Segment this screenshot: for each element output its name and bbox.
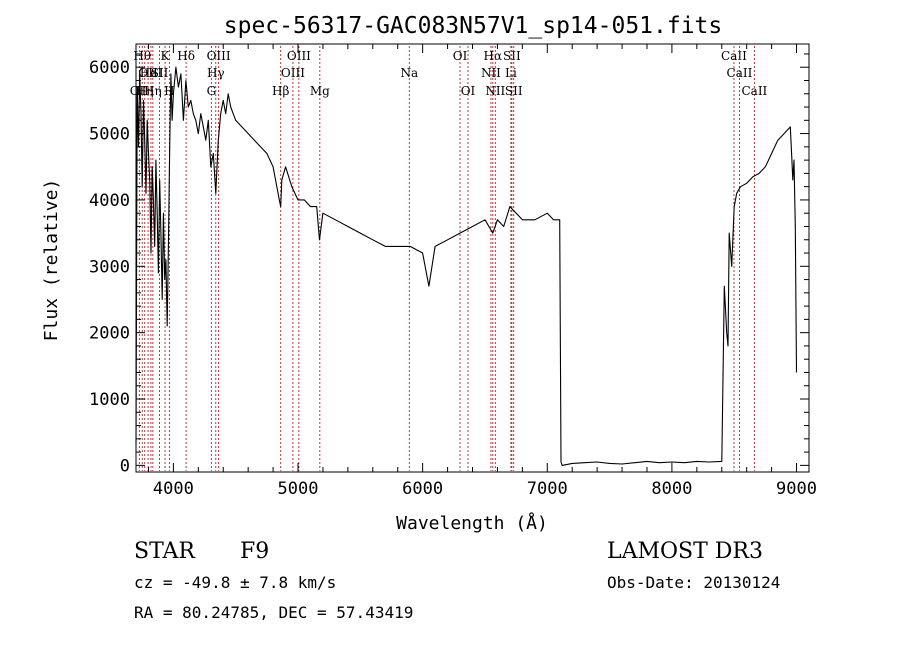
- cz-value: cz = -49.8 ± 7.8 km/s: [134, 573, 337, 592]
- spectral-line-label: OI: [453, 49, 468, 63]
- x-tick-label: 9000: [776, 479, 817, 499]
- spectral-lines-layer: OIIHθHηOIIHeIHηSIIKHHδGHγOIIIHβOIIIOIIIM…: [130, 46, 768, 471]
- spectral-line-label: OIII: [207, 49, 231, 63]
- series-layer: [135, 66, 798, 466]
- spectral-line-label: Hθ: [133, 49, 151, 63]
- spectral-line-label: G: [207, 84, 217, 98]
- spectral-line-label: CaII: [721, 49, 747, 63]
- subclass: F9: [240, 539, 270, 564]
- spectral-line-label: CaII: [727, 66, 753, 80]
- spectral-line-label: NII: [485, 84, 505, 98]
- spectral-line-label: Hβ: [272, 84, 289, 98]
- chart-title: spec-56317-GAC083N57V1_sp14-051.fits: [224, 13, 723, 39]
- spectral-line-label: SII: [503, 49, 521, 63]
- spectral-line-label: Hα: [484, 49, 503, 63]
- object-type: STAR: [134, 539, 195, 564]
- plot-frame: [135, 43, 810, 473]
- obs-date: Obs-Date: 20130124: [607, 573, 781, 592]
- spectral-line-label: K: [161, 49, 171, 63]
- y-tick-label: 1000: [89, 390, 130, 410]
- survey-name: LAMOST DR3: [607, 539, 763, 564]
- x-tick-label: 7000: [527, 479, 568, 499]
- x-axis-label: Wavelength (Å): [396, 512, 548, 534]
- spectral-line-label: Na: [400, 66, 418, 80]
- spectral-line-label: OI: [461, 84, 476, 98]
- axes-layer: 4000 5000 6000 7000 8000 9000 0 1000 2000 3000 400…: [89, 43, 817, 499]
- spectral-line-label: Mg: [310, 84, 330, 98]
- spectral-line-label: OIII: [281, 66, 305, 80]
- x-tick-label: 5000: [278, 479, 319, 499]
- spectral-line-label: SII: [505, 84, 523, 98]
- y-tick-label: 2000: [89, 324, 130, 344]
- x-tick-label: 6000: [402, 479, 443, 499]
- spectral-line-label: Hγ: [207, 66, 225, 80]
- spectral-line-label: SII: [151, 66, 169, 80]
- y-tick-label: 0: [120, 456, 130, 476]
- y-tick-label: 3000: [89, 257, 130, 277]
- spectral-line-label: OIII: [287, 49, 311, 63]
- spectral-line-label: CaII: [741, 84, 767, 98]
- y-axis-label: Flux (relative): [41, 179, 62, 342]
- x-tick-label: 8000: [651, 479, 692, 499]
- spectral-line-label: NII: [481, 66, 501, 80]
- y-tick-label: 4000: [89, 191, 130, 211]
- spectral-line-label: H: [164, 84, 174, 98]
- spectral-line-label: Hδ: [177, 49, 195, 63]
- spectral-line-label: HeI: [140, 66, 163, 80]
- ra-dec: RA = 80.24785, DEC = 57.43419: [134, 603, 414, 622]
- spectral-line-label: Hη: [144, 84, 162, 98]
- y-tick-label: 6000: [89, 58, 130, 78]
- spectral-line-label: Li: [505, 66, 517, 80]
- x-tick-label: 4000: [153, 479, 194, 499]
- spectral-line-label: OII: [138, 66, 158, 80]
- y-tick-label: 5000: [89, 125, 130, 145]
- spectrum-series-line: [135, 66, 798, 466]
